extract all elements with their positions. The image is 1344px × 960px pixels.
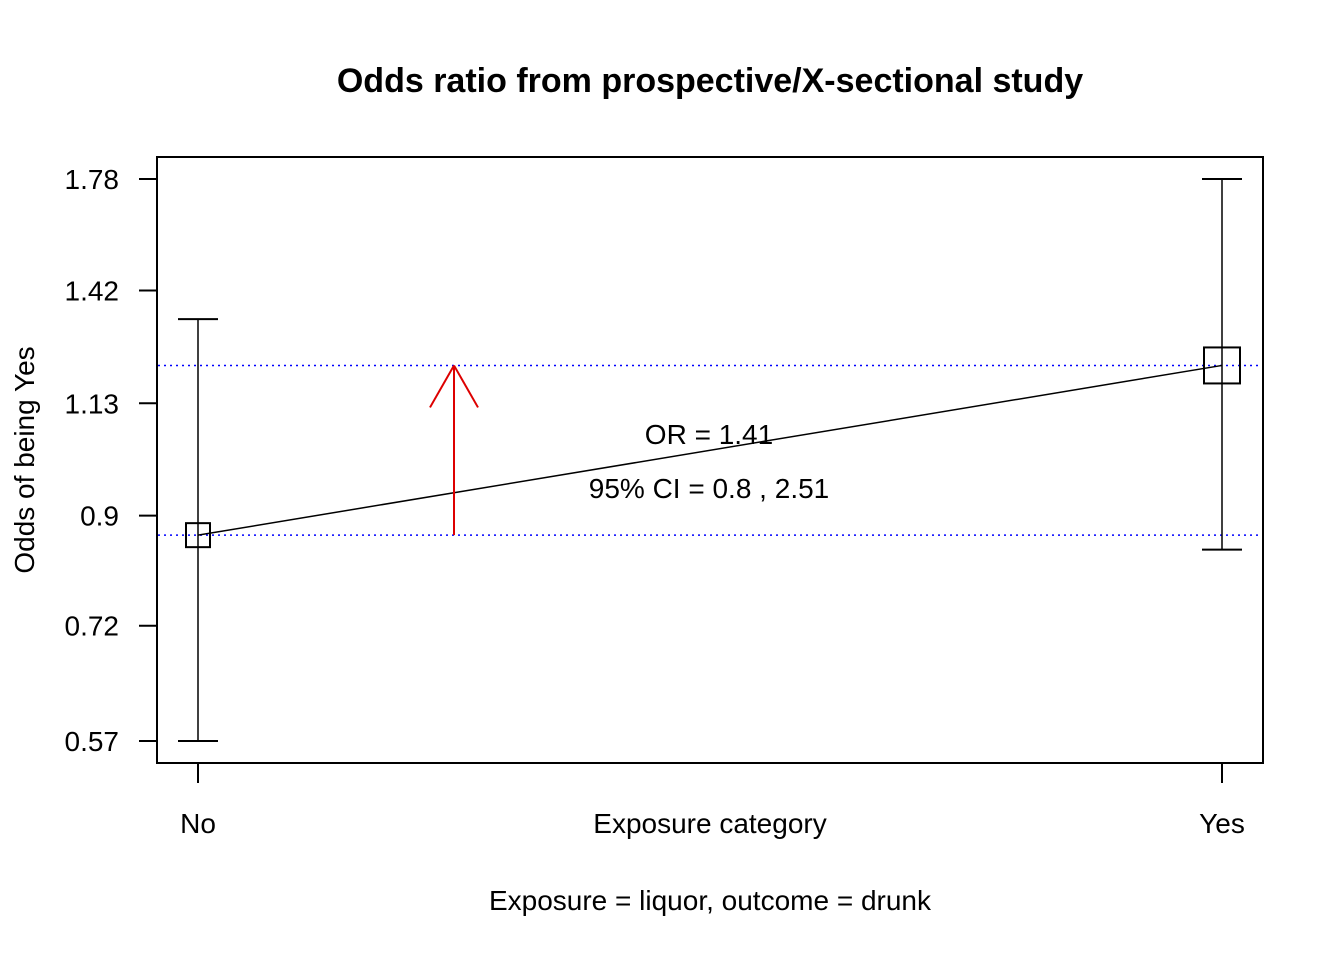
reference-lines <box>158 364 1262 536</box>
error-bars <box>178 178 1242 742</box>
x-axis-label: Exposure category <box>593 808 826 839</box>
odds-arrow <box>429 364 479 536</box>
y-tick-label: 0.72 <box>65 611 120 642</box>
plot-frame <box>156 156 1264 764</box>
ci-annotation: 95% CI = 0.8 , 2.51 <box>589 473 830 504</box>
error-bar <box>1202 178 1242 551</box>
y-tick-label: 0.57 <box>65 726 120 757</box>
error-bar <box>178 318 218 742</box>
connector-line <box>197 364 1223 536</box>
y-tick-label: 1.13 <box>65 388 120 419</box>
arrow-head <box>429 364 455 408</box>
y-axis: 0.57 0.72 0.9 1.13 1.42 1.78 <box>65 164 157 757</box>
y-tick-label: 1.78 <box>65 164 120 195</box>
x-tick-label: Yes <box>1199 808 1245 839</box>
odds-connector <box>197 364 1223 536</box>
y-tick-label: 1.42 <box>65 276 120 307</box>
x-axis: No Yes <box>180 763 1245 839</box>
chart-title: Odds ratio from prospective/X-sectional … <box>337 62 1083 100</box>
point-marker <box>1203 346 1241 385</box>
point-markers <box>185 346 1241 549</box>
y-tick-label: 0.9 <box>80 501 119 532</box>
arrow-head <box>453 364 479 408</box>
chart-subtitle: Exposure = liquor, outcome = drunk <box>489 885 932 916</box>
or-annotation: OR = 1.41 <box>645 419 773 450</box>
x-tick-label: No <box>180 808 216 839</box>
y-axis-label: Odds of being Yes <box>9 346 40 573</box>
point-marker <box>185 522 211 549</box>
